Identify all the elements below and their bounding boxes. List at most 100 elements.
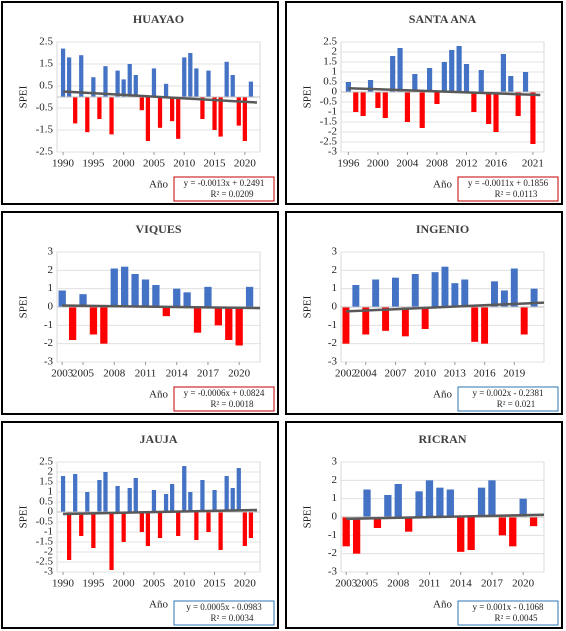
bar: [441, 266, 449, 307]
bar: [235, 307, 243, 346]
x-tick-label: 2010: [173, 578, 196, 590]
trend-equation: y = 0.002x - 0.2381: [472, 388, 543, 398]
bar: [157, 512, 163, 538]
bar: [463, 64, 470, 92]
bar: [89, 307, 98, 335]
bar: [127, 64, 132, 97]
bar: [58, 290, 66, 307]
y-tick-label: 0: [48, 301, 54, 313]
y-tick-label: 0: [48, 506, 54, 518]
x-tick-label: 2013: [444, 368, 467, 380]
bar: [218, 512, 223, 550]
y-tick-label: -3: [328, 566, 338, 578]
bar: [224, 476, 229, 512]
x-tick-label: 2021: [522, 158, 544, 170]
y-tick-label: -1: [328, 319, 337, 331]
y-axis-label: SPEI: [302, 505, 314, 528]
x-tick-label: 2010: [173, 158, 196, 170]
y-tick-label: -0.5: [320, 96, 338, 108]
y-tick-label: -1.5: [36, 536, 54, 548]
bar: [225, 307, 233, 340]
x-tick-label: 2002: [335, 368, 357, 380]
bar: [353, 92, 359, 112]
y-tick-label: -2.5: [36, 556, 54, 568]
y-tick-label: -1: [328, 106, 337, 118]
chart-title: VIQUES: [135, 222, 181, 236]
bar: [115, 70, 120, 97]
bar: [242, 97, 247, 141]
x-tick-label: 2020: [234, 158, 257, 170]
x-tick-label: 2004: [355, 368, 378, 380]
x-tick-label: 2017: [481, 578, 504, 590]
bar: [176, 512, 181, 536]
equation-box: [457, 386, 559, 412]
y-tick-label: -2: [44, 337, 53, 349]
bar: [449, 50, 455, 92]
panel-frame: [285, 421, 563, 629]
equation-box: [457, 176, 559, 202]
bar: [530, 92, 536, 144]
bar: [391, 277, 399, 307]
x-tick-label: 2014: [450, 578, 473, 590]
y-axis-label: SPEI: [18, 505, 30, 528]
bar: [145, 97, 151, 141]
x-tick-label: 2005: [143, 578, 166, 590]
bar: [170, 484, 175, 512]
bar: [352, 285, 360, 307]
x-tick-label: 1990: [52, 578, 75, 590]
bar: [212, 490, 217, 512]
y-tick-label: -2.5: [36, 146, 54, 158]
bar: [345, 82, 351, 92]
x-tick-label: 2008: [387, 578, 410, 590]
x-tick-label: 2005: [72, 368, 95, 380]
x-tick-label: 2000: [113, 578, 136, 590]
bar: [372, 279, 380, 307]
x-tick-label: 2015: [204, 578, 227, 590]
bar: [451, 283, 459, 307]
y-tick-label: 3: [48, 246, 54, 258]
y-tick-label: 3: [332, 456, 338, 468]
bar: [367, 80, 374, 92]
y-tick-label: 1: [332, 282, 338, 294]
bar: [79, 294, 87, 307]
equation-box: [457, 600, 559, 626]
bar: [509, 517, 517, 547]
bar: [382, 92, 388, 118]
bar: [411, 274, 419, 307]
x-tick-label: 2000: [367, 158, 390, 170]
bar: [382, 307, 390, 331]
y-tick-label: 0: [332, 511, 338, 523]
bar: [188, 492, 193, 512]
y-tick-label: 1.5: [39, 476, 53, 488]
x-tick-label: 2019: [503, 368, 526, 380]
y-tick-label: 1: [332, 492, 338, 504]
bar: [500, 290, 508, 307]
equation-box: [173, 176, 275, 202]
y-tick-label: -2.5: [320, 136, 338, 148]
x-tick-label: 1995: [82, 578, 105, 590]
x-tick-label: 2008: [103, 368, 126, 380]
y-tick-label: -3: [328, 356, 338, 368]
y-tick-label: 2: [332, 264, 338, 276]
trend-line: [62, 304, 261, 310]
y-tick-label: 2.5: [323, 36, 337, 48]
x-axis-label: Año: [433, 389, 452, 401]
trend-line: [63, 508, 257, 516]
bar: [206, 512, 211, 532]
panel: HUAYAO SPEI Año -2.5 -1.5 -0.5 0.5 1.5 2.5 1990 19…: [1, 1, 279, 205]
chart-title: HUAYAO: [133, 12, 184, 26]
bar: [515, 92, 521, 116]
x-axis-label: Año: [433, 599, 452, 611]
equation-box: [173, 386, 275, 412]
bar: [66, 57, 72, 97]
bar: [342, 307, 350, 344]
y-tick-label: 0: [332, 301, 338, 313]
bar: [170, 97, 175, 122]
bar: [456, 46, 462, 92]
bar: [491, 281, 498, 307]
bar: [73, 474, 78, 512]
y-tick-label: 1.5: [323, 56, 337, 68]
bar: [519, 498, 527, 517]
trend-line: [346, 513, 545, 521]
